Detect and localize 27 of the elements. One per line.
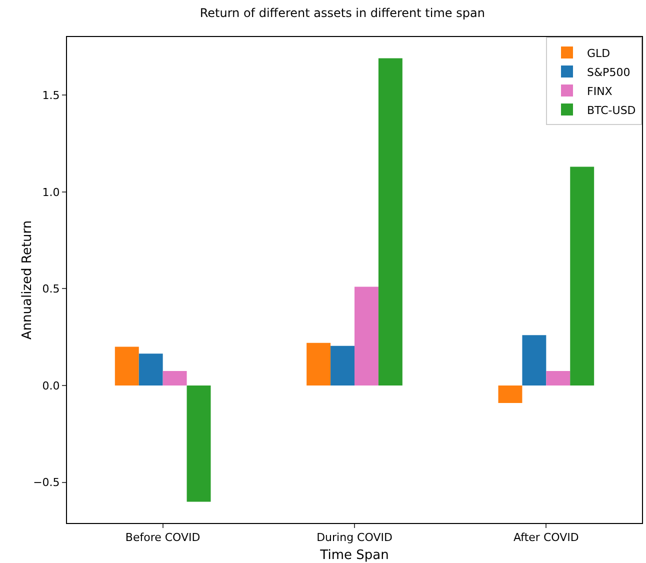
legend-label: GLD [587, 46, 610, 60]
bar [306, 342, 331, 386]
bar [522, 335, 546, 386]
bar [498, 386, 522, 403]
bar [546, 371, 570, 386]
bar [138, 354, 163, 386]
y-tick-label: 1.0 [42, 186, 60, 199]
legend-label: FINX [587, 84, 613, 98]
y-tick-label: 1.5 [42, 88, 60, 102]
bar [114, 346, 139, 386]
y-tick-label: 0.0 [42, 379, 60, 392]
x-tick-label: Before COVID [125, 531, 200, 544]
x-tick-label: During COVID [316, 531, 392, 544]
bar [186, 386, 211, 502]
bar [162, 371, 187, 386]
chart-title: Return of different assets in different time span [200, 6, 485, 20]
x-axis-title: Time Span [319, 548, 389, 563]
bar [354, 286, 378, 386]
x-tick-label: After COVID [514, 531, 579, 544]
y-tick-label: 0.5 [42, 282, 60, 296]
legend-label: S&P500 [587, 66, 630, 79]
bar [330, 346, 354, 386]
legend-label: BTC-USD [587, 104, 636, 117]
bar [570, 166, 594, 386]
y-axis-title: Annualized Return [20, 220, 35, 340]
y-tick-label: −0.5 [33, 476, 60, 490]
bar [378, 58, 402, 386]
